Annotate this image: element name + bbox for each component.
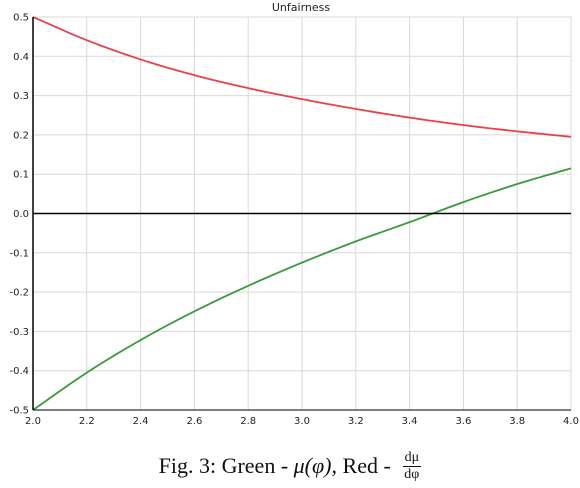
chart-title: Unfairness — [272, 1, 330, 14]
caption-prefix: Fig. 3: Green - — [158, 453, 294, 478]
x-tick-label: 3.2 — [348, 416, 364, 427]
x-tick-label: 2.8 — [240, 416, 256, 427]
y-tick-label: -0.2 — [9, 288, 29, 299]
series-lines — [32, 16, 572, 411]
y-tick-label: -0.4 — [9, 366, 29, 377]
x-tick-label: 2.2 — [79, 416, 95, 427]
series-line-1 — [32, 167, 572, 411]
y-tick-label: -0.1 — [9, 248, 29, 259]
y-tick-label: 0.4 — [13, 52, 29, 63]
y-tick-label: -0.3 — [9, 327, 29, 338]
x-tick-label: 4.0 — [563, 416, 579, 427]
y-tick-label: 0.2 — [13, 130, 29, 141]
y-tick-labels: -0.5 -0.4 -0.3 -0.2 -0.1 0.0 0.1 0.2 0.3 0.4 0.5 — [9, 13, 29, 417]
x-tick-label: 3.6 — [455, 416, 471, 427]
x-tick-labels: 2.0 2.2 2.4 2.6 2.8 3.0 3.2 3.4 3.6 3.8 4.0 — [25, 416, 579, 427]
x-tick-label: 3.4 — [402, 416, 418, 427]
y-tick-label: -0.5 — [9, 406, 29, 417]
x-tick-label: 3.0 — [294, 416, 310, 427]
figure-caption: Fig. 3: Green - μ(φ) , Red - dμ dφ — [0, 446, 580, 486]
caption-frac-denominator: dφ — [404, 466, 420, 482]
unfairness-chart: Unfairness 2.0 2.2 2.4 2.6 2.8 3.0 3.2 3.4 3.6 3.… — [9, 1, 579, 427]
x-tick-label: 3.8 — [509, 416, 525, 427]
caption-green-symbol: μ(φ) — [293, 453, 332, 478]
x-tick-label: 2.0 — [25, 416, 41, 427]
caption-frac-numerator: dμ — [402, 449, 422, 467]
series-line-0 — [32, 16, 572, 138]
y-tick-label: 0.1 — [13, 170, 29, 181]
y-tick-label: 0.0 — [13, 209, 29, 220]
caption-middle: , Red - — [331, 453, 397, 478]
x-tick-label: 2.4 — [133, 416, 149, 427]
axes — [32, 17, 571, 411]
caption-derivative-fraction: dμ dφ — [402, 449, 422, 482]
y-tick-label: 0.5 — [13, 13, 29, 24]
y-tick-label: 0.3 — [13, 91, 29, 102]
x-tick-label: 2.6 — [186, 416, 202, 427]
